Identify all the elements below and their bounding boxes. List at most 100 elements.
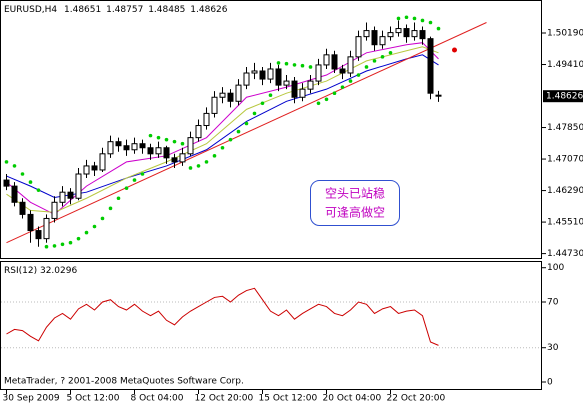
candle-body [83, 165, 90, 175]
x-tick-label: 15 Oct 12:00 [259, 394, 318, 404]
sar-dot [116, 196, 121, 201]
sar-dot [20, 172, 25, 176]
candle-body [283, 80, 290, 86]
candle-body [291, 80, 298, 98]
candle-body [339, 68, 346, 74]
candle-body [299, 88, 306, 98]
sar-dot [404, 15, 409, 20]
candle-body [307, 80, 314, 90]
sar-dot [140, 172, 145, 176]
candle-body [91, 165, 98, 171]
y-tick-label: 70 [547, 298, 559, 308]
rsi-title: RSI(12) [4, 266, 37, 276]
sar-dot [228, 137, 233, 142]
candle-body [211, 96, 218, 114]
sar-dot [76, 236, 81, 241]
rsi-line [6, 287, 439, 346]
sar-dot [220, 145, 225, 150]
x-tick-label: 20 Oct 04:00 [323, 394, 382, 404]
sar-dot [180, 141, 185, 146]
sar-dot [308, 65, 313, 69]
candle-body [171, 157, 178, 163]
candle-body [187, 137, 194, 155]
sar-dot [380, 55, 385, 59]
sar-dot [196, 164, 201, 168]
candle-body [155, 147, 162, 155]
y-tick-label: 1.47070 [547, 155, 583, 165]
candle-body [219, 92, 226, 98]
candle-body [139, 143, 146, 149]
sar-dot [60, 242, 65, 247]
y-tick-label: 100 [547, 263, 564, 273]
sar-dot [420, 18, 425, 23]
candle-body [59, 191, 66, 203]
sar-dot [44, 244, 49, 249]
candle-body [275, 68, 282, 86]
sar-dot [108, 206, 113, 211]
candle-body [371, 30, 378, 46]
sar-dot [316, 101, 321, 106]
annotation-text: 可逢高做空 [325, 205, 385, 220]
candle-body [387, 32, 394, 38]
sar-dot [36, 188, 41, 192]
candle-body [75, 173, 82, 199]
sar-dot [236, 129, 241, 134]
sar-dot [244, 121, 249, 126]
sar-dot [388, 51, 393, 55]
candle-body [435, 94, 442, 97]
sar-dot [340, 85, 345, 89]
candle-body [379, 36, 386, 46]
high-value: 1.48757 [106, 5, 143, 15]
y-tick-label: 1.46290 [547, 186, 583, 196]
sar-dot [172, 139, 177, 144]
sar-dot [276, 61, 281, 65]
candle-body [427, 38, 434, 94]
sar-dot [188, 166, 193, 170]
indicator-line [6, 22, 487, 244]
sar-dot [396, 16, 401, 21]
copyright: MetaTrader, ? 2001-2008 MetaQuotes Softw… [4, 377, 244, 387]
candle-body [163, 147, 170, 159]
candle-body [243, 72, 250, 86]
y-tick-label: 0 [547, 378, 553, 388]
annotation-box [310, 180, 400, 226]
sar-dot [68, 240, 73, 245]
sar-dot [52, 244, 57, 248]
sar-dot [428, 20, 433, 25]
candle-body [107, 141, 114, 155]
rsi-value: 32.0296 [40, 266, 77, 276]
y-tick-label: 1.47850 [547, 123, 583, 133]
sar-dot [100, 216, 105, 221]
candle-body [203, 112, 210, 127]
sar-dot [164, 137, 169, 142]
candle-body [147, 147, 154, 155]
candle-body [323, 54, 330, 66]
current-price: 1.48626 [546, 92, 583, 102]
y-tick-label: 1.44730 [547, 249, 583, 259]
y-tick-label: 1.50190 [547, 29, 583, 39]
candle-body [403, 28, 410, 38]
sar-dot [284, 61, 289, 66]
candle-body [131, 143, 138, 151]
candle-body [395, 28, 402, 34]
candle-body [331, 54, 338, 70]
sar-dot [436, 26, 441, 31]
rsi-header: RSI(12) 32.0296 [4, 266, 77, 276]
candle-body [347, 56, 354, 74]
sar-dot [268, 93, 273, 98]
candle-body [235, 84, 242, 102]
symbol: EURUSD,H4 [4, 5, 57, 15]
sar-dot [124, 186, 129, 190]
candle-body [123, 145, 130, 151]
candle-body [363, 30, 370, 38]
candle-body [195, 125, 202, 139]
sar-dot [92, 224, 97, 229]
candle-body [227, 92, 234, 102]
low-value: 1.48485 [148, 5, 185, 15]
sar-dot [148, 133, 153, 138]
sar-dot [132, 178, 137, 182]
price-box [543, 90, 583, 103]
annotation-text: 空头已站稳 [325, 186, 385, 201]
sar-dot [28, 180, 33, 184]
candle-body [251, 70, 258, 74]
